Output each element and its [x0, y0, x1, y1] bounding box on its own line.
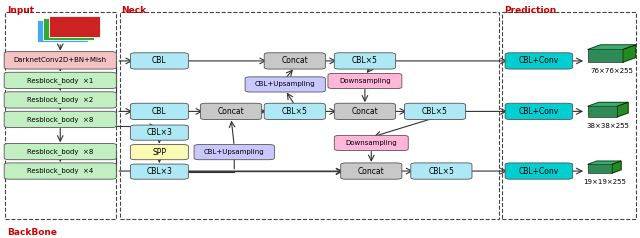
Text: 38×38×255: 38×38×255	[587, 123, 630, 129]
FancyBboxPatch shape	[264, 53, 325, 69]
Polygon shape	[617, 102, 628, 117]
FancyBboxPatch shape	[194, 144, 275, 160]
Text: Concat: Concat	[218, 107, 244, 116]
Text: BackBone: BackBone	[7, 228, 57, 237]
FancyBboxPatch shape	[264, 103, 325, 119]
FancyBboxPatch shape	[505, 163, 573, 179]
FancyBboxPatch shape	[4, 52, 116, 69]
FancyBboxPatch shape	[404, 103, 465, 119]
FancyBboxPatch shape	[4, 111, 116, 128]
FancyBboxPatch shape	[131, 164, 188, 179]
Text: CBL×5: CBL×5	[428, 167, 454, 176]
FancyBboxPatch shape	[4, 144, 116, 160]
Text: DarknetConv2D+BN+Mish: DarknetConv2D+BN+Mish	[13, 57, 107, 63]
Text: CBL×3: CBL×3	[147, 167, 172, 176]
Text: 19×19×255: 19×19×255	[583, 179, 626, 185]
Text: CBL: CBL	[152, 107, 166, 116]
FancyBboxPatch shape	[340, 163, 402, 179]
Polygon shape	[588, 161, 621, 164]
Bar	[588, 164, 612, 173]
Text: 76×76×255: 76×76×255	[591, 68, 634, 74]
Text: CBL+Upsampling: CBL+Upsampling	[204, 149, 264, 155]
FancyBboxPatch shape	[131, 125, 188, 140]
Text: CBL+Conv: CBL+Conv	[519, 56, 559, 65]
Text: Concat: Concat	[282, 56, 308, 65]
Bar	[588, 50, 623, 62]
FancyBboxPatch shape	[505, 53, 573, 69]
FancyBboxPatch shape	[4, 72, 116, 89]
Polygon shape	[612, 161, 621, 173]
Text: Input: Input	[7, 6, 34, 15]
Text: CBL×5: CBL×5	[422, 107, 448, 116]
FancyBboxPatch shape	[131, 53, 188, 69]
Text: Resblock_body  ×4: Resblock_body ×4	[27, 168, 93, 174]
FancyBboxPatch shape	[4, 92, 116, 108]
Text: Prediction: Prediction	[504, 6, 556, 15]
Text: Resblock_body  ×8: Resblock_body ×8	[27, 116, 93, 123]
Bar	[120, 12, 499, 219]
Text: CBL+Upsampling: CBL+Upsampling	[255, 81, 316, 87]
Text: Resblock_body  ×1: Resblock_body ×1	[27, 77, 93, 84]
Text: Downsampling: Downsampling	[339, 78, 390, 84]
Polygon shape	[588, 45, 636, 50]
Text: Neck: Neck	[122, 6, 147, 15]
Text: CBL: CBL	[152, 56, 166, 65]
FancyBboxPatch shape	[334, 135, 408, 150]
FancyBboxPatch shape	[131, 144, 188, 160]
Polygon shape	[588, 102, 628, 106]
FancyBboxPatch shape	[411, 163, 472, 179]
Text: CBL×5: CBL×5	[352, 56, 378, 65]
Text: Downsampling: Downsampling	[346, 140, 397, 146]
Bar	[36, 20, 88, 42]
Text: Resblock_body  ×8: Resblock_body ×8	[27, 148, 93, 155]
Polygon shape	[623, 45, 636, 62]
Text: SPP: SPP	[152, 148, 166, 157]
FancyBboxPatch shape	[245, 77, 325, 92]
FancyBboxPatch shape	[334, 103, 396, 119]
FancyBboxPatch shape	[200, 103, 262, 119]
Bar	[588, 106, 617, 117]
FancyBboxPatch shape	[505, 103, 573, 119]
Text: Concat: Concat	[358, 167, 385, 176]
Text: CBL×3: CBL×3	[147, 128, 172, 137]
FancyBboxPatch shape	[131, 103, 188, 119]
Text: Resblock_body  ×2: Resblock_body ×2	[27, 97, 93, 103]
Text: CBL×5: CBL×5	[282, 107, 308, 116]
Text: Concat: Concat	[351, 107, 378, 116]
Bar	[43, 18, 94, 40]
Text: CBL+Conv: CBL+Conv	[519, 107, 559, 116]
FancyBboxPatch shape	[334, 53, 396, 69]
Bar	[5, 12, 116, 219]
FancyBboxPatch shape	[328, 74, 402, 89]
Bar	[502, 12, 636, 219]
Bar	[49, 16, 100, 37]
Text: CBL+Conv: CBL+Conv	[519, 167, 559, 176]
FancyBboxPatch shape	[4, 163, 116, 179]
